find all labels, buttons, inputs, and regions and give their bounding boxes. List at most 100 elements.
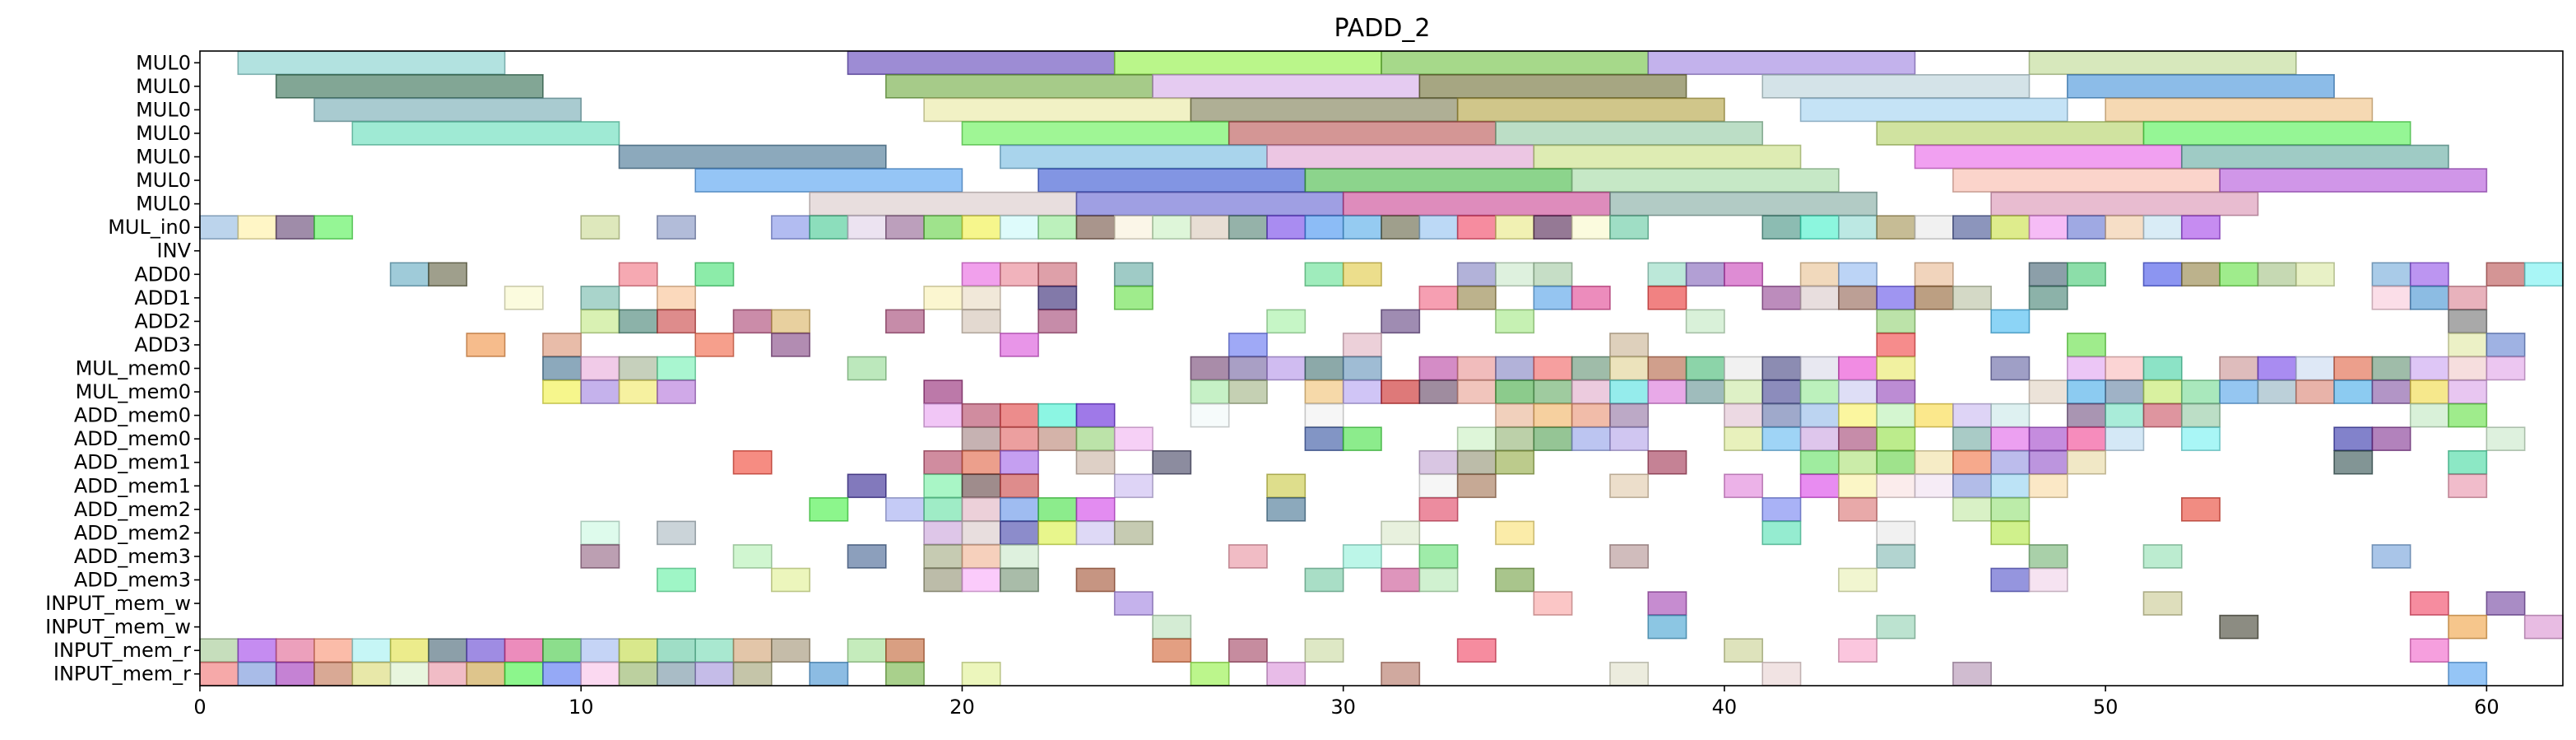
task-bar bbox=[2142, 215, 2183, 240]
task-bar bbox=[1761, 286, 1802, 310]
task-bar bbox=[2448, 309, 2488, 334]
task-bar bbox=[2448, 286, 2488, 310]
task-bar bbox=[2219, 168, 2488, 193]
task-bar bbox=[1266, 144, 1535, 170]
task-bar bbox=[2067, 356, 2106, 381]
task-bar bbox=[1113, 473, 1153, 499]
task-bar bbox=[1075, 191, 1344, 216]
task-bar bbox=[2409, 379, 2449, 404]
task-bar bbox=[1914, 473, 1954, 499]
task-bar bbox=[1418, 567, 1459, 593]
task-bar bbox=[923, 520, 963, 546]
task-bar bbox=[1876, 614, 1916, 640]
task-bar bbox=[1495, 121, 1764, 146]
task-bar bbox=[2485, 591, 2526, 616]
task-bar bbox=[1799, 403, 1840, 428]
task-bar bbox=[1838, 449, 1877, 475]
task-bar bbox=[2028, 544, 2068, 569]
task-bar bbox=[999, 497, 1039, 522]
task-bar bbox=[1952, 426, 1992, 451]
task-bar bbox=[1952, 449, 1992, 475]
task-bar bbox=[1799, 426, 1840, 451]
task-bar bbox=[618, 661, 658, 686]
bars-layer bbox=[199, 50, 2564, 686]
task-bar bbox=[657, 309, 696, 334]
task-bar bbox=[2448, 449, 2488, 475]
task-bar bbox=[2409, 403, 2449, 428]
task-bar bbox=[1876, 379, 1916, 404]
task-bar bbox=[1876, 309, 1916, 334]
y-tick-label: MUL0 bbox=[136, 169, 191, 192]
task-bar bbox=[1304, 426, 1344, 451]
task-bar bbox=[1228, 121, 1497, 146]
task-bar bbox=[1381, 215, 1421, 240]
task-bar bbox=[2067, 379, 2106, 404]
task-bar bbox=[1914, 449, 1954, 475]
task-bar bbox=[694, 638, 735, 663]
task-bar bbox=[1876, 449, 1916, 475]
task-bar bbox=[1990, 191, 2259, 216]
task-bar bbox=[2257, 262, 2297, 287]
task-bar bbox=[1304, 215, 1344, 240]
task-bar bbox=[2485, 426, 2526, 451]
task-bar bbox=[999, 567, 1039, 593]
task-bar bbox=[1304, 567, 1344, 593]
task-bar bbox=[2142, 262, 2183, 287]
task-bar bbox=[1495, 262, 1535, 287]
task-bar bbox=[2409, 356, 2449, 381]
task-bar bbox=[2409, 591, 2449, 616]
task-bar bbox=[2295, 356, 2335, 381]
task-bar bbox=[847, 356, 887, 381]
task-bar bbox=[1456, 97, 1725, 123]
task-bar bbox=[2067, 74, 2335, 99]
task-bar bbox=[2067, 333, 2106, 357]
y-tick-label: INPUT_mem_w bbox=[45, 592, 191, 615]
task-bar bbox=[2180, 262, 2221, 287]
task-bar bbox=[1990, 449, 2031, 475]
task-bar bbox=[1418, 473, 1459, 499]
task-bar bbox=[694, 333, 735, 357]
task-bar bbox=[1075, 497, 1116, 522]
y-tick-label: ADD_mem1 bbox=[74, 474, 191, 497]
task-bar bbox=[1075, 449, 1116, 475]
task-bar bbox=[999, 262, 1039, 287]
task-bar bbox=[1571, 426, 1611, 451]
task-bar bbox=[1075, 403, 1116, 428]
task-bar bbox=[1761, 426, 1802, 451]
task-bar bbox=[618, 144, 887, 170]
task-bar bbox=[1876, 121, 2145, 146]
task-bar bbox=[580, 215, 620, 240]
task-bar bbox=[1381, 520, 1421, 546]
task-bar bbox=[1838, 356, 1877, 381]
task-bar bbox=[2409, 286, 2449, 310]
task-bar bbox=[1724, 638, 1764, 663]
task-bar bbox=[2180, 497, 2221, 522]
task-bar bbox=[2409, 262, 2449, 287]
task-bar bbox=[771, 309, 810, 334]
task-bar bbox=[2067, 403, 2106, 428]
task-bar bbox=[2142, 591, 2183, 616]
task-bar bbox=[1533, 591, 1573, 616]
task-bar bbox=[694, 661, 735, 686]
task-bar bbox=[885, 497, 925, 522]
task-bar bbox=[2180, 426, 2221, 451]
task-bar bbox=[2105, 426, 2145, 451]
task-bar bbox=[1113, 50, 1382, 76]
task-bar bbox=[961, 497, 1001, 522]
task-bar bbox=[1952, 286, 1992, 310]
task-bar bbox=[923, 449, 963, 475]
task-bar bbox=[2219, 356, 2259, 381]
task-bar bbox=[732, 309, 773, 334]
task-bar bbox=[1761, 520, 1802, 546]
task-bar bbox=[1876, 544, 1916, 569]
task-bar bbox=[1647, 262, 1687, 287]
task-bar bbox=[2142, 544, 2183, 569]
task-bar bbox=[1990, 356, 2031, 381]
task-bar bbox=[2105, 379, 2145, 404]
task-bar bbox=[694, 262, 735, 287]
task-bar bbox=[1418, 544, 1459, 569]
task-bar bbox=[1876, 520, 1916, 546]
task-bar bbox=[1952, 403, 1992, 428]
task-bar bbox=[389, 638, 429, 663]
task-bar bbox=[1342, 333, 1382, 357]
